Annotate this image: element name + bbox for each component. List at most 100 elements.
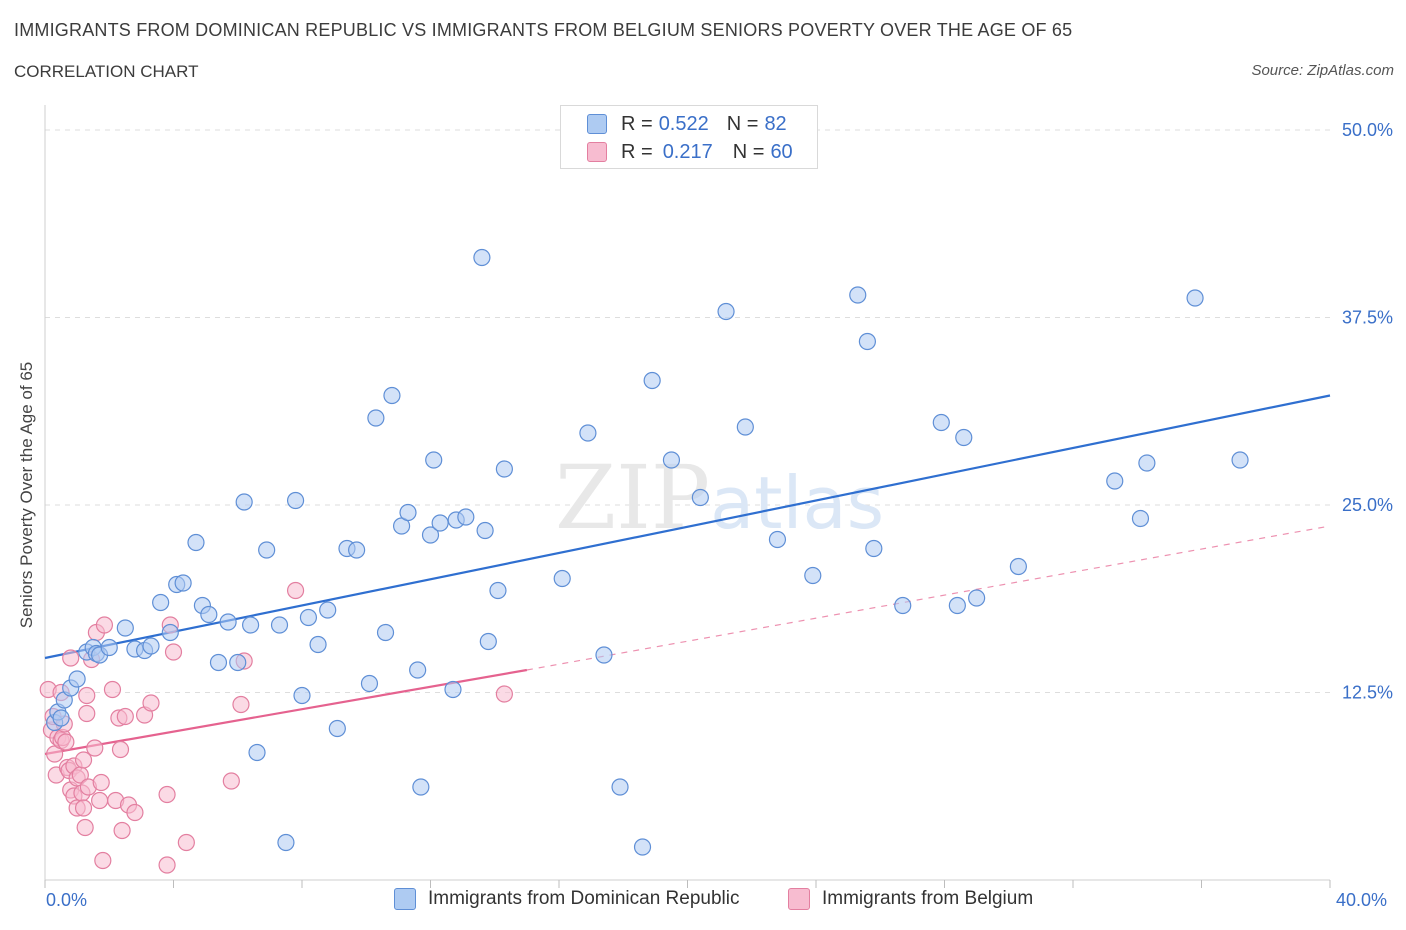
dominican-point (553, 569, 571, 588)
dominican-point (399, 503, 417, 522)
belgium-point (57, 733, 75, 751)
dominican-point (1138, 454, 1156, 472)
dominican-point (457, 508, 475, 526)
dominican-point (495, 460, 513, 478)
legend-swatch-dominican (587, 114, 607, 134)
dominican-point (161, 623, 179, 642)
belgium-point (74, 751, 93, 769)
dominican-point (360, 674, 379, 693)
dominican-point (444, 680, 462, 699)
belgium-point (103, 680, 122, 699)
dominican-point (955, 428, 973, 447)
belgium-point (177, 833, 195, 852)
dominican-point (1009, 557, 1027, 576)
dominican-point (595, 646, 613, 664)
belgium-point (113, 821, 131, 840)
bottom-legend-label-dominican: Immigrants from Dominican Republic (428, 888, 740, 909)
y-tick-label: 12.5% (1342, 683, 1393, 703)
dominican-point (691, 488, 709, 507)
dominican-point (611, 778, 629, 796)
dominican-point (425, 451, 443, 469)
dominican-point (476, 521, 494, 540)
dominican-point (52, 709, 70, 727)
dominican-point (309, 635, 327, 654)
belgium-point (76, 818, 94, 837)
dominican-point (489, 581, 507, 600)
dominican-point (409, 661, 427, 679)
belgium-point (164, 643, 183, 661)
dominican-point (1131, 509, 1150, 528)
dominican-point (286, 491, 305, 510)
dominican-point (293, 686, 311, 705)
dominican-point (968, 589, 986, 607)
dominican-point (1231, 451, 1249, 469)
belgium-point (126, 803, 144, 822)
dominican-point (473, 248, 491, 267)
dominican-point (579, 424, 597, 442)
dominican-point (299, 608, 318, 627)
dominican-point (643, 371, 661, 390)
dominican-point (376, 623, 395, 642)
dominican-point (431, 514, 449, 532)
bottom-legend-label-belgium: Immigrants from Belgium (822, 888, 1034, 909)
correlation-legend: R = 0.522 N = 82 R = 0.217 N = 60 (560, 105, 818, 169)
dominican-point (768, 530, 787, 549)
belgium-point (116, 707, 134, 726)
dominican-point (68, 670, 86, 688)
chart-subtitle: CORRELATION CHART (14, 62, 199, 81)
dominican-point (277, 833, 295, 852)
chart-title: IMMIGRANTS FROM DOMINICAN REPUBLIC VS IM… (14, 20, 1073, 40)
legend-swatch-belgium (587, 142, 607, 162)
dominican-point (1186, 289, 1204, 307)
belgium-point (78, 704, 96, 723)
dominican-point (174, 574, 192, 592)
dominican-point (187, 533, 205, 552)
dominican-point (209, 653, 228, 672)
dominican-point (242, 616, 260, 634)
dominican-point (948, 596, 966, 615)
x-axis-min-label: 0.0% (46, 890, 88, 910)
dominican-point (865, 539, 883, 558)
legend-row-belgium: R = 0.217 N = 60 (587, 139, 793, 165)
dominican-point (421, 526, 440, 544)
axes (44, 105, 1331, 888)
dominican-point (662, 451, 681, 469)
belgium-point (94, 851, 112, 870)
watermark: ZIPatlas (555, 446, 884, 549)
belgium-point (232, 695, 250, 714)
dominican-point (412, 778, 430, 796)
y-tick-label: 37.5% (1342, 308, 1393, 328)
dominican-point (116, 619, 134, 637)
belgium-point (111, 740, 130, 759)
legend-r-value: 0.522 (658, 112, 709, 135)
dominican-point (348, 541, 366, 559)
dominican-point (229, 653, 247, 672)
data-points (39, 248, 1249, 874)
dominican-point (804, 566, 822, 585)
dominican-point (633, 838, 652, 856)
dominican-point (858, 332, 877, 351)
legend-r-value: 0.217 (662, 140, 713, 163)
dominican-point (142, 637, 160, 655)
belgium-point (91, 791, 109, 810)
dominican-point (479, 632, 497, 651)
legend-r-label: R = (621, 140, 653, 163)
belgium-point (86, 739, 104, 757)
belgium-point (142, 694, 160, 712)
belgium-trend-line-extended (526, 525, 1331, 671)
source-credit: Source: ZipAtlas.com (1251, 62, 1394, 79)
bottom-legend-belgium: Immigrants from Belgium (788, 888, 1033, 910)
dominican-point (932, 413, 950, 432)
legend-n-label: N = (732, 140, 765, 163)
dominican-point (319, 601, 337, 619)
belgium-point (158, 785, 176, 804)
legend-r-label: R = (621, 112, 653, 135)
dominican-point (152, 593, 170, 612)
dominican-point (235, 493, 253, 511)
bottom-legend-dominican: Immigrants from Dominican Republic (394, 888, 740, 910)
dominican-point (894, 596, 912, 615)
dominican-point (219, 613, 237, 631)
belgium-point (222, 772, 240, 790)
belgium-point (158, 856, 176, 874)
belgium-point (495, 685, 513, 703)
